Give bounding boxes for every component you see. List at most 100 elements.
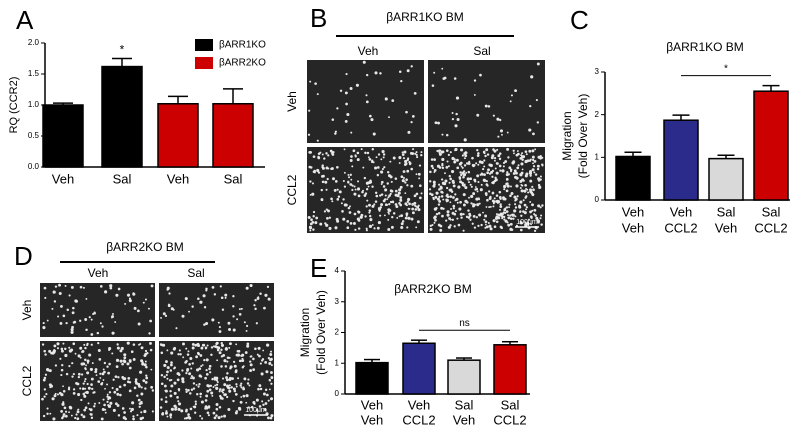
cell (128, 366, 132, 370)
cell (231, 377, 234, 381)
cell (68, 386, 71, 389)
cell (389, 200, 393, 204)
cell (79, 285, 83, 289)
cell (220, 348, 223, 352)
cell (504, 211, 507, 214)
cell (400, 175, 404, 179)
cell (207, 384, 211, 388)
cell (224, 293, 228, 297)
cell (195, 383, 198, 386)
cell (470, 194, 474, 199)
cell (242, 394, 246, 398)
cell (446, 213, 450, 217)
cell (248, 384, 251, 387)
x-tick-label: Veh (670, 204, 692, 219)
cell (485, 206, 488, 208)
cell (440, 178, 444, 181)
cell (93, 402, 96, 405)
cell (401, 151, 404, 154)
cell (138, 343, 140, 346)
cell (118, 385, 122, 389)
cell (455, 112, 458, 116)
annotation: ns (459, 318, 470, 329)
column-label: Sal (187, 266, 204, 280)
cell (411, 115, 415, 118)
cell (269, 397, 274, 401)
cell (311, 192, 315, 196)
cell (399, 185, 403, 189)
cell (111, 352, 114, 355)
cell (522, 199, 525, 202)
cell (71, 375, 74, 378)
cell (51, 397, 55, 401)
cell (190, 367, 193, 370)
cell (204, 376, 207, 380)
cell (77, 372, 81, 376)
cell (525, 195, 528, 198)
column-label: Veh (88, 266, 109, 280)
cell (351, 165, 354, 168)
x-tick-label: CCL2 (664, 220, 697, 235)
cell (109, 284, 113, 288)
bar (157, 103, 199, 168)
cell (42, 322, 45, 325)
cell (502, 165, 505, 168)
cell (455, 158, 459, 162)
cell (446, 193, 449, 196)
cell (476, 154, 480, 157)
cell (532, 162, 534, 165)
cell (529, 179, 533, 183)
cell (216, 348, 220, 352)
cell (208, 364, 212, 368)
cell (461, 184, 464, 187)
cell (116, 392, 120, 396)
cell (336, 198, 339, 201)
cell (211, 285, 215, 289)
cell (429, 180, 432, 183)
cell (74, 352, 77, 355)
cell (430, 193, 434, 197)
cell (371, 185, 374, 188)
cell (487, 105, 491, 108)
cell (539, 154, 542, 158)
cell (467, 181, 471, 184)
cell (325, 188, 328, 191)
cell (233, 389, 237, 393)
cell (241, 366, 244, 369)
cell (445, 165, 449, 169)
cell (222, 353, 226, 357)
cell (140, 359, 144, 363)
cell (255, 322, 258, 325)
cell (476, 203, 480, 207)
cell (227, 408, 231, 411)
cell (442, 207, 445, 210)
cell (452, 207, 455, 210)
cell (479, 73, 482, 77)
cell (396, 216, 399, 219)
cell (249, 363, 253, 367)
cell (93, 405, 96, 408)
cell (471, 163, 475, 167)
cell (312, 215, 315, 218)
cell (191, 346, 195, 350)
cell (83, 286, 85, 289)
cell (365, 100, 369, 104)
cell (363, 194, 367, 197)
cell (86, 382, 89, 386)
cell (199, 392, 203, 396)
cell (481, 173, 484, 176)
cell (181, 369, 184, 372)
cell (477, 181, 480, 184)
cell (345, 72, 348, 76)
cell (507, 223, 511, 227)
cell (537, 220, 540, 224)
cell (132, 343, 136, 346)
cell (451, 118, 455, 121)
cell (492, 205, 495, 208)
cell (336, 107, 339, 110)
cell (476, 174, 480, 178)
cell (524, 184, 527, 187)
cell (90, 318, 93, 321)
cell (240, 386, 243, 389)
x-tick-label: Veh (167, 171, 189, 186)
